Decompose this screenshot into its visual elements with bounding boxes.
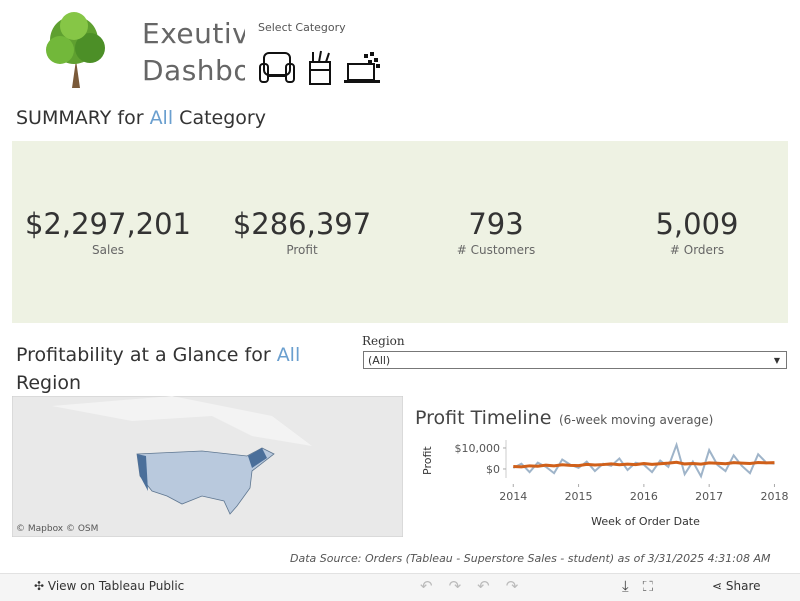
- kpi-label: Sales: [92, 243, 124, 257]
- y-tick-label: $0: [486, 463, 500, 476]
- toolbar: ✣ View on Tableau Public ↶↷↶↷ ⤓⛶ ⋖ Share: [0, 573, 800, 601]
- dashboard-title: Exeutive Dashboard: [142, 17, 245, 87]
- technology-icon[interactable]: [344, 52, 380, 83]
- summary-selection: All: [149, 107, 174, 129]
- map-attribution: © Mapbox © OSM: [16, 524, 98, 534]
- kpi-value: 5,009: [655, 207, 739, 241]
- region-label: Region: [362, 334, 405, 348]
- view-label: View on Tableau Public: [47, 579, 185, 593]
- kpi: 5,009 # Orders: [602, 207, 792, 257]
- kpi: 793 # Customers: [401, 207, 591, 257]
- line-series: [512, 441, 775, 479]
- y-axis-label: Profit: [421, 446, 434, 475]
- profitability-selection: All: [276, 344, 301, 366]
- kpi-label: # Customers: [456, 243, 536, 257]
- x-tick-label: 2014: [499, 490, 527, 503]
- category-label: Select Category: [258, 21, 346, 34]
- office-supplies-icon[interactable]: [309, 50, 331, 85]
- kpi-value: $286,397: [232, 207, 372, 241]
- share-button[interactable]: ⋖ Share: [712, 579, 761, 593]
- chart-title: Profit Timeline: [415, 407, 551, 429]
- x-tick-label: 2018: [760, 490, 788, 503]
- view-on-tableau-button[interactable]: ✣ View on Tableau Public: [34, 579, 185, 593]
- x-tick-label: 2015: [565, 490, 593, 503]
- profit-timeline: Profit Timeline (6-week moving average) Pr…: [415, 407, 788, 528]
- kpi: $2,297,201 Sales: [13, 207, 203, 257]
- x-tick-label: 2016: [630, 490, 658, 503]
- x-tick-label: 2017: [695, 490, 723, 503]
- x-axis-label: Week of Order Date: [591, 515, 700, 528]
- kpi: $286,397 Profit: [207, 207, 397, 257]
- kpi-value: $2,297,201: [24, 207, 192, 241]
- kpi-label: # Orders: [669, 243, 725, 257]
- summary-heading: SUMMARY for All Category: [16, 107, 266, 129]
- category-icons: [259, 50, 380, 85]
- profitability-heading: Profitability at a Glance for All Region: [16, 341, 336, 397]
- share-label: Share: [725, 579, 761, 593]
- profitability-suffix: Region: [16, 372, 82, 394]
- summary-suffix: Category: [179, 107, 266, 129]
- line-series: [513, 460, 775, 469]
- summary-panel: $2,297,201 Sales $286,397 Profit 793 # Custom…: [12, 141, 788, 323]
- kpi-label: Profit: [286, 243, 318, 257]
- summary-prefix: SUMMARY for: [16, 107, 144, 129]
- region-dropdown[interactable]: (All) ▼: [363, 351, 787, 369]
- data-source: Data Source: Orders (Tableau - Superstor…: [290, 552, 771, 564]
- logo-tree: [46, 12, 105, 88]
- region-value: (All): [368, 354, 391, 367]
- kpi-value: 793: [468, 207, 524, 241]
- profitability-prefix: Profitability at a Glance for: [16, 344, 271, 366]
- undo-redo-controls: ↶↷↶↷: [420, 577, 535, 595]
- furniture-icon[interactable]: [259, 52, 295, 83]
- map[interactable]: © Mapbox © OSM: [12, 396, 403, 537]
- chart-subtitle: (6-week moving average): [559, 413, 713, 427]
- download-fullscreen[interactable]: ⤓⛶: [622, 577, 668, 595]
- y-tick-label: $10,000: [455, 442, 501, 455]
